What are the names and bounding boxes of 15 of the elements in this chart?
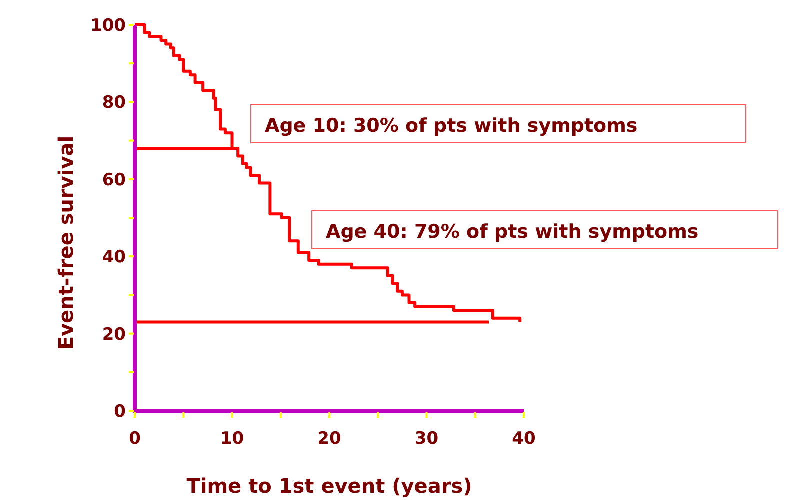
x-tick-label: 30	[414, 429, 439, 449]
annotation: Age 40: 79% of pts with symptoms	[326, 221, 699, 243]
x-tick-label: 10	[220, 429, 244, 449]
y-tick-label: 40	[102, 248, 126, 268]
annotation: Age 10: 30% of pts with symptoms	[265, 115, 638, 137]
x-axis-title: Time to 1st event (years)	[186, 474, 472, 498]
x-tick-label: 20	[318, 429, 342, 449]
y-tick-label: 80	[102, 93, 126, 114]
y-tick-label: 60	[102, 170, 126, 190]
x-tick-label: 40	[512, 429, 536, 449]
y-axis-title: Event-free survival	[54, 136, 78, 350]
y-tick-label: 100	[90, 16, 126, 36]
x-tick-label: 0	[129, 429, 142, 449]
y-tick-label: 0	[114, 402, 126, 422]
y-tick-label: 20	[102, 324, 126, 345]
